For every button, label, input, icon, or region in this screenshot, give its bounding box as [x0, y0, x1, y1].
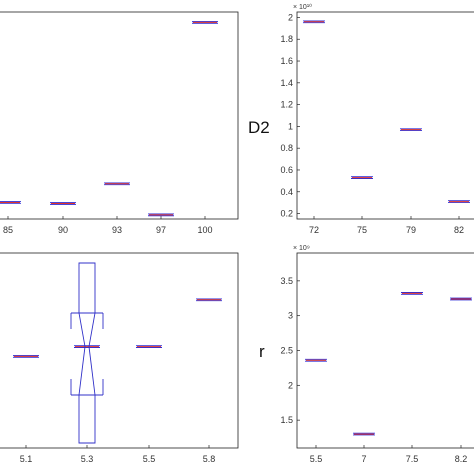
y-tick-label: 1.2 [280, 100, 293, 110]
panel-top-left: 85 90 93 97 100 [0, 11, 239, 235]
y-tick-label: 2 [288, 380, 293, 390]
x-tick-label: 5.3 [81, 454, 94, 464]
x-tick-label: 90 [58, 225, 68, 235]
x-tick-label: 5.8 [203, 454, 216, 464]
x-tick-label: 8.2 [455, 454, 468, 464]
x-tick-label: 5.1 [20, 454, 33, 464]
y-tick-label: 1.5 [280, 415, 293, 425]
y-axis-label: r [259, 342, 265, 361]
x-tick-label: 79 [406, 225, 416, 235]
x-tick-label: 97 [156, 225, 166, 235]
y-axis-exponent: × 10¹⁰ [293, 3, 312, 11]
x-tick-label: 100 [197, 225, 212, 235]
panel-top-right: D2 × 10¹⁰ 0.2 0.4 0.6 0.8 1 1.2 1.4 1.6 1.8 2 72 75… [248, 3, 474, 235]
y-tick-label: 2 [288, 12, 293, 22]
x-tick-label: 72 [309, 225, 319, 235]
y-tick-label: 1.6 [280, 56, 293, 66]
x-tick-label: 7 [361, 454, 366, 464]
y-axis-exponent: × 10⁹ [293, 245, 310, 252]
panel-bottom-right: r × 10⁹ 1.5 2 2.5 3 3.5 5.5 7 7.5 8.2 [259, 245, 474, 464]
y-tick-label: 3 [288, 311, 293, 321]
y-tick-label: 1.8 [280, 34, 293, 44]
y-tick-label: 3.5 [280, 276, 293, 286]
notched-box [78, 262, 96, 444]
y-tick-label: 2.5 [280, 346, 293, 356]
x-tick-label: 75 [357, 225, 367, 235]
plot-frame [296, 11, 474, 220]
y-tick-label: 0.2 [280, 209, 293, 219]
y-tick-label: 1.4 [280, 78, 293, 88]
x-tick-label: 85 [3, 225, 13, 235]
x-tick-label: 5.5 [143, 454, 156, 464]
x-tick-label: 82 [454, 225, 464, 235]
y-tick-label: 0.6 [280, 165, 293, 175]
y-axis-label: D2 [248, 118, 270, 137]
plot-frame [0, 11, 239, 220]
y-tick-label: 0.8 [280, 143, 293, 153]
panel-bottom-left: 5.1 5.3 5.5 5.8 [0, 252, 239, 464]
x-tick-label: 7.5 [406, 454, 419, 464]
y-tick-label: 0.4 [280, 187, 293, 197]
plot-frame [0, 252, 239, 449]
x-tick-label: 5.5 [310, 454, 323, 464]
y-tick-label: 1 [288, 121, 293, 131]
x-tick-label: 93 [112, 225, 122, 235]
plot-frame [296, 252, 474, 449]
